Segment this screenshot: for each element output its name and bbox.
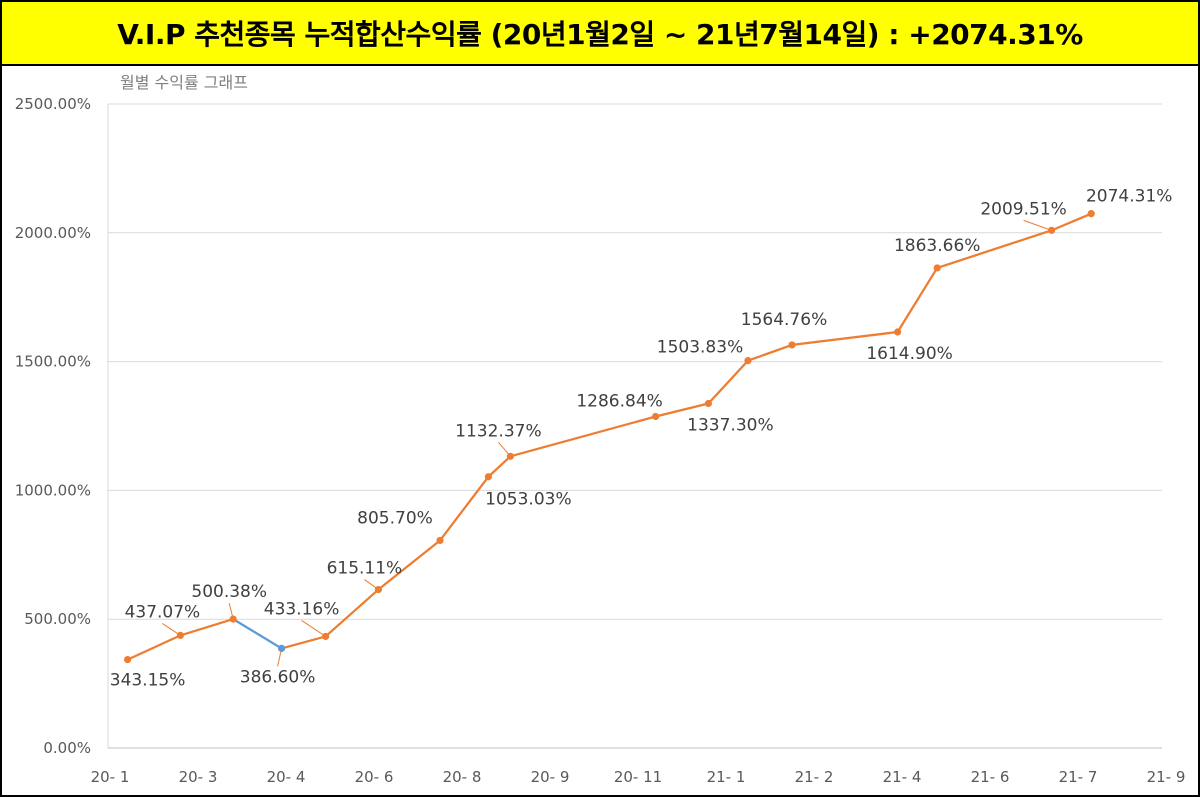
series-segment [487,455,512,478]
series-segment [232,617,283,650]
axes: 0.00% 500.00% 1000.00% 1500.00% 2000.00% 2500… [15,95,1186,786]
y-tick-label: 1500.00% [15,353,91,371]
series-segment [438,475,490,542]
gridlines [108,103,1162,749]
x-tick-label: 20- 9 [531,768,570,786]
series-segment [746,343,794,362]
data-point [124,656,132,664]
x-tick-label: 21- 4 [883,768,922,786]
label-leader [301,620,326,637]
x-tick-label: 20- 1 [91,768,130,786]
data-label: 1614.90% [866,344,952,364]
series-segment [280,635,327,650]
data-point [744,357,752,365]
x-tick-label: 21- 7 [1059,768,1098,786]
data-label: 1132.37% [455,421,541,441]
x-tick-label: 20- 11 [614,768,662,786]
data-point [229,615,237,623]
x-tick-label: 20- 3 [179,768,218,786]
data-label: 615.11% [327,559,403,579]
data-label: 1286.84% [576,392,662,412]
y-tick-label: 0.00% [43,739,91,757]
y-tick-label: 500.00% [24,610,91,628]
chart-title: 월별 수익률 그래프 [120,73,248,92]
series-segment [707,359,750,405]
data-point [933,264,941,272]
series-segment [324,588,380,638]
data-label: 1863.66% [894,236,980,256]
data-point [704,399,713,408]
series-segment [509,415,657,458]
data-point [374,585,382,594]
x-tick-label: 21- 6 [971,768,1010,786]
data-point [1087,210,1095,218]
y-tick-label: 2000.00% [15,224,91,242]
data-label: 2074.31% [1086,187,1172,207]
x-tick-label: 21- 9 [1147,768,1186,786]
data-label: 437.07% [125,602,201,622]
data-label: 805.70% [357,508,433,528]
page-title: V.I.P 추천종목 누적합산수익률 (20년1월2일 ~ 21년7월14일) … [117,18,1083,51]
data-label: 1503.83% [657,338,743,358]
data-point [788,341,796,349]
x-tick-label: 20- 8 [443,768,482,786]
data-label: 1564.76% [741,310,827,330]
series-segment [896,266,939,334]
label-leader [1023,219,1052,231]
series-segment [179,617,235,637]
data-point [436,536,444,545]
data-labels: 343.15% 437.07%500.38% 386.60% 433.16% 615.1… [110,187,1173,691]
data-label: 343.15% [110,671,186,691]
series-segment [936,229,1053,270]
x-tick-label: 21- 1 [707,768,746,786]
data-label: 2009.51% [980,199,1066,219]
series-segment [654,402,710,418]
data-point [484,473,492,481]
data-point [506,452,514,460]
data-point [176,631,184,640]
data-label: 1337.30% [687,416,773,436]
data-point [322,632,330,641]
series-segment [377,539,442,591]
label-leader [162,622,181,636]
series-segment [790,330,899,347]
series-points [124,210,1095,664]
x-tick-label: 20- 4 [267,768,306,786]
y-tick-label: 1000.00% [15,481,91,499]
data-point [652,412,660,421]
data-label: 1053.03% [485,490,571,510]
data-point [278,644,286,653]
data-label: 433.16% [264,599,340,619]
series-segment [1050,212,1093,232]
data-point [894,328,902,336]
data-label: 500.38% [191,582,267,602]
series-line [126,212,1093,661]
series-segment [126,634,182,661]
x-tick-label: 21- 2 [795,768,834,786]
y-tick-label: 2500.00% [15,95,91,113]
line-chart: 월별 수익률 그래프 0.00% 500.00% 1000.00% 1500.00% 2… [15,73,1186,786]
header-banner: V.I.P 추천종목 누적합산수익률 (20년1월2일 ~ 21년7월14일) … [2,2,1198,66]
data-label: 386.60% [240,667,316,687]
data-point [1048,226,1056,234]
x-tick-label: 20- 6 [355,768,394,786]
